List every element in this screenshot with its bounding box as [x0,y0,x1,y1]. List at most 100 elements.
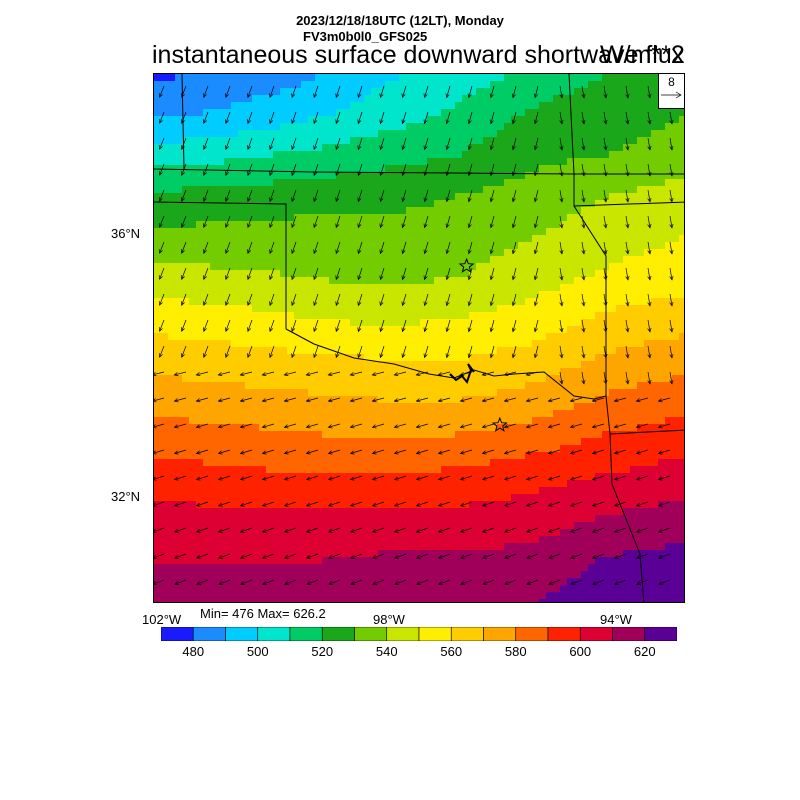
datetime-title: 2023/12/18/18UTC (12LT), Monday [296,13,504,28]
field-cell [588,186,596,194]
field-cell [483,375,491,383]
field-cell [448,501,456,509]
field-cell [294,179,302,187]
field-cell [245,501,253,509]
field-cell [434,431,442,439]
field-cell [399,123,407,131]
field-cell [273,410,281,418]
field-cell [182,403,190,411]
field-cell [322,298,330,306]
field-cell [259,74,267,82]
field-cell [490,270,498,278]
field-cell [357,333,365,341]
field-cell [651,158,659,166]
field-cell [616,116,624,124]
field-cell [483,179,491,187]
field-cell [490,333,498,341]
field-cell [406,431,414,439]
field-cell [413,214,421,222]
field-cell [665,123,673,131]
field-cell [539,445,547,453]
field-cell [434,242,442,250]
field-cell [350,403,358,411]
field-cell [644,487,652,495]
field-cell [385,151,393,159]
field-cell [252,102,260,110]
field-cell [322,494,330,502]
field-cell [532,256,540,264]
field-cell [462,494,470,502]
field-cell [672,347,680,355]
field-cell [434,340,442,348]
field-cell [560,81,568,89]
field-cell [462,410,470,418]
field-cell [595,480,603,488]
field-cell [315,326,323,334]
field-cell [371,186,379,194]
field-cell [301,494,309,502]
field-cell [511,417,519,425]
field-cell [511,480,519,488]
field-cell [238,158,246,166]
field-cell [252,480,260,488]
field-cell [322,81,330,89]
field-cell [609,403,617,411]
field-cell [490,396,498,404]
field-cell [371,529,379,537]
field-cell [497,305,505,313]
field-cell [371,88,379,96]
field-cell [287,459,295,467]
field-cell [301,130,309,138]
field-cell [203,417,211,425]
field-cell [308,298,316,306]
field-cell [287,144,295,152]
field-cell [665,480,673,488]
field-cell [280,144,288,152]
field-cell [238,452,246,460]
field-cell [490,319,498,327]
field-cell [476,242,484,250]
field-cell [539,452,547,460]
field-cell [175,459,183,467]
field-cell [210,459,218,467]
field-cell [518,277,526,285]
field-cell [378,158,386,166]
field-cell [476,354,484,362]
field-cell [672,130,680,138]
field-cell [623,424,631,432]
field-cell [630,298,638,306]
field-cell [651,228,659,236]
field-cell [406,221,414,229]
field-cell [322,221,330,229]
field-cell [525,158,533,166]
field-cell [203,263,211,271]
field-cell [287,354,295,362]
field-cell [350,508,358,516]
field-cell [637,207,645,215]
field-cell [595,158,603,166]
field-cell [154,466,162,474]
field-cell [308,193,316,201]
field-cell [322,431,330,439]
field-cell [378,480,386,488]
field-cell [476,431,484,439]
field-cell [343,445,351,453]
field-cell [504,347,512,355]
field-cell [301,382,309,390]
field-cell [637,221,645,229]
field-cell [616,515,624,523]
field-cell [427,501,435,509]
field-cell [497,473,505,481]
field-cell [595,459,603,467]
field-cell [231,473,239,481]
field-cell [581,396,589,404]
field-cell [175,319,183,327]
field-cell [392,88,400,96]
field-cell [217,291,225,299]
field-cell [364,354,372,362]
field-cell [539,172,547,180]
field-cell [364,515,372,523]
field-cell [644,368,652,376]
field-cell [448,200,456,208]
field-cell [490,494,498,502]
